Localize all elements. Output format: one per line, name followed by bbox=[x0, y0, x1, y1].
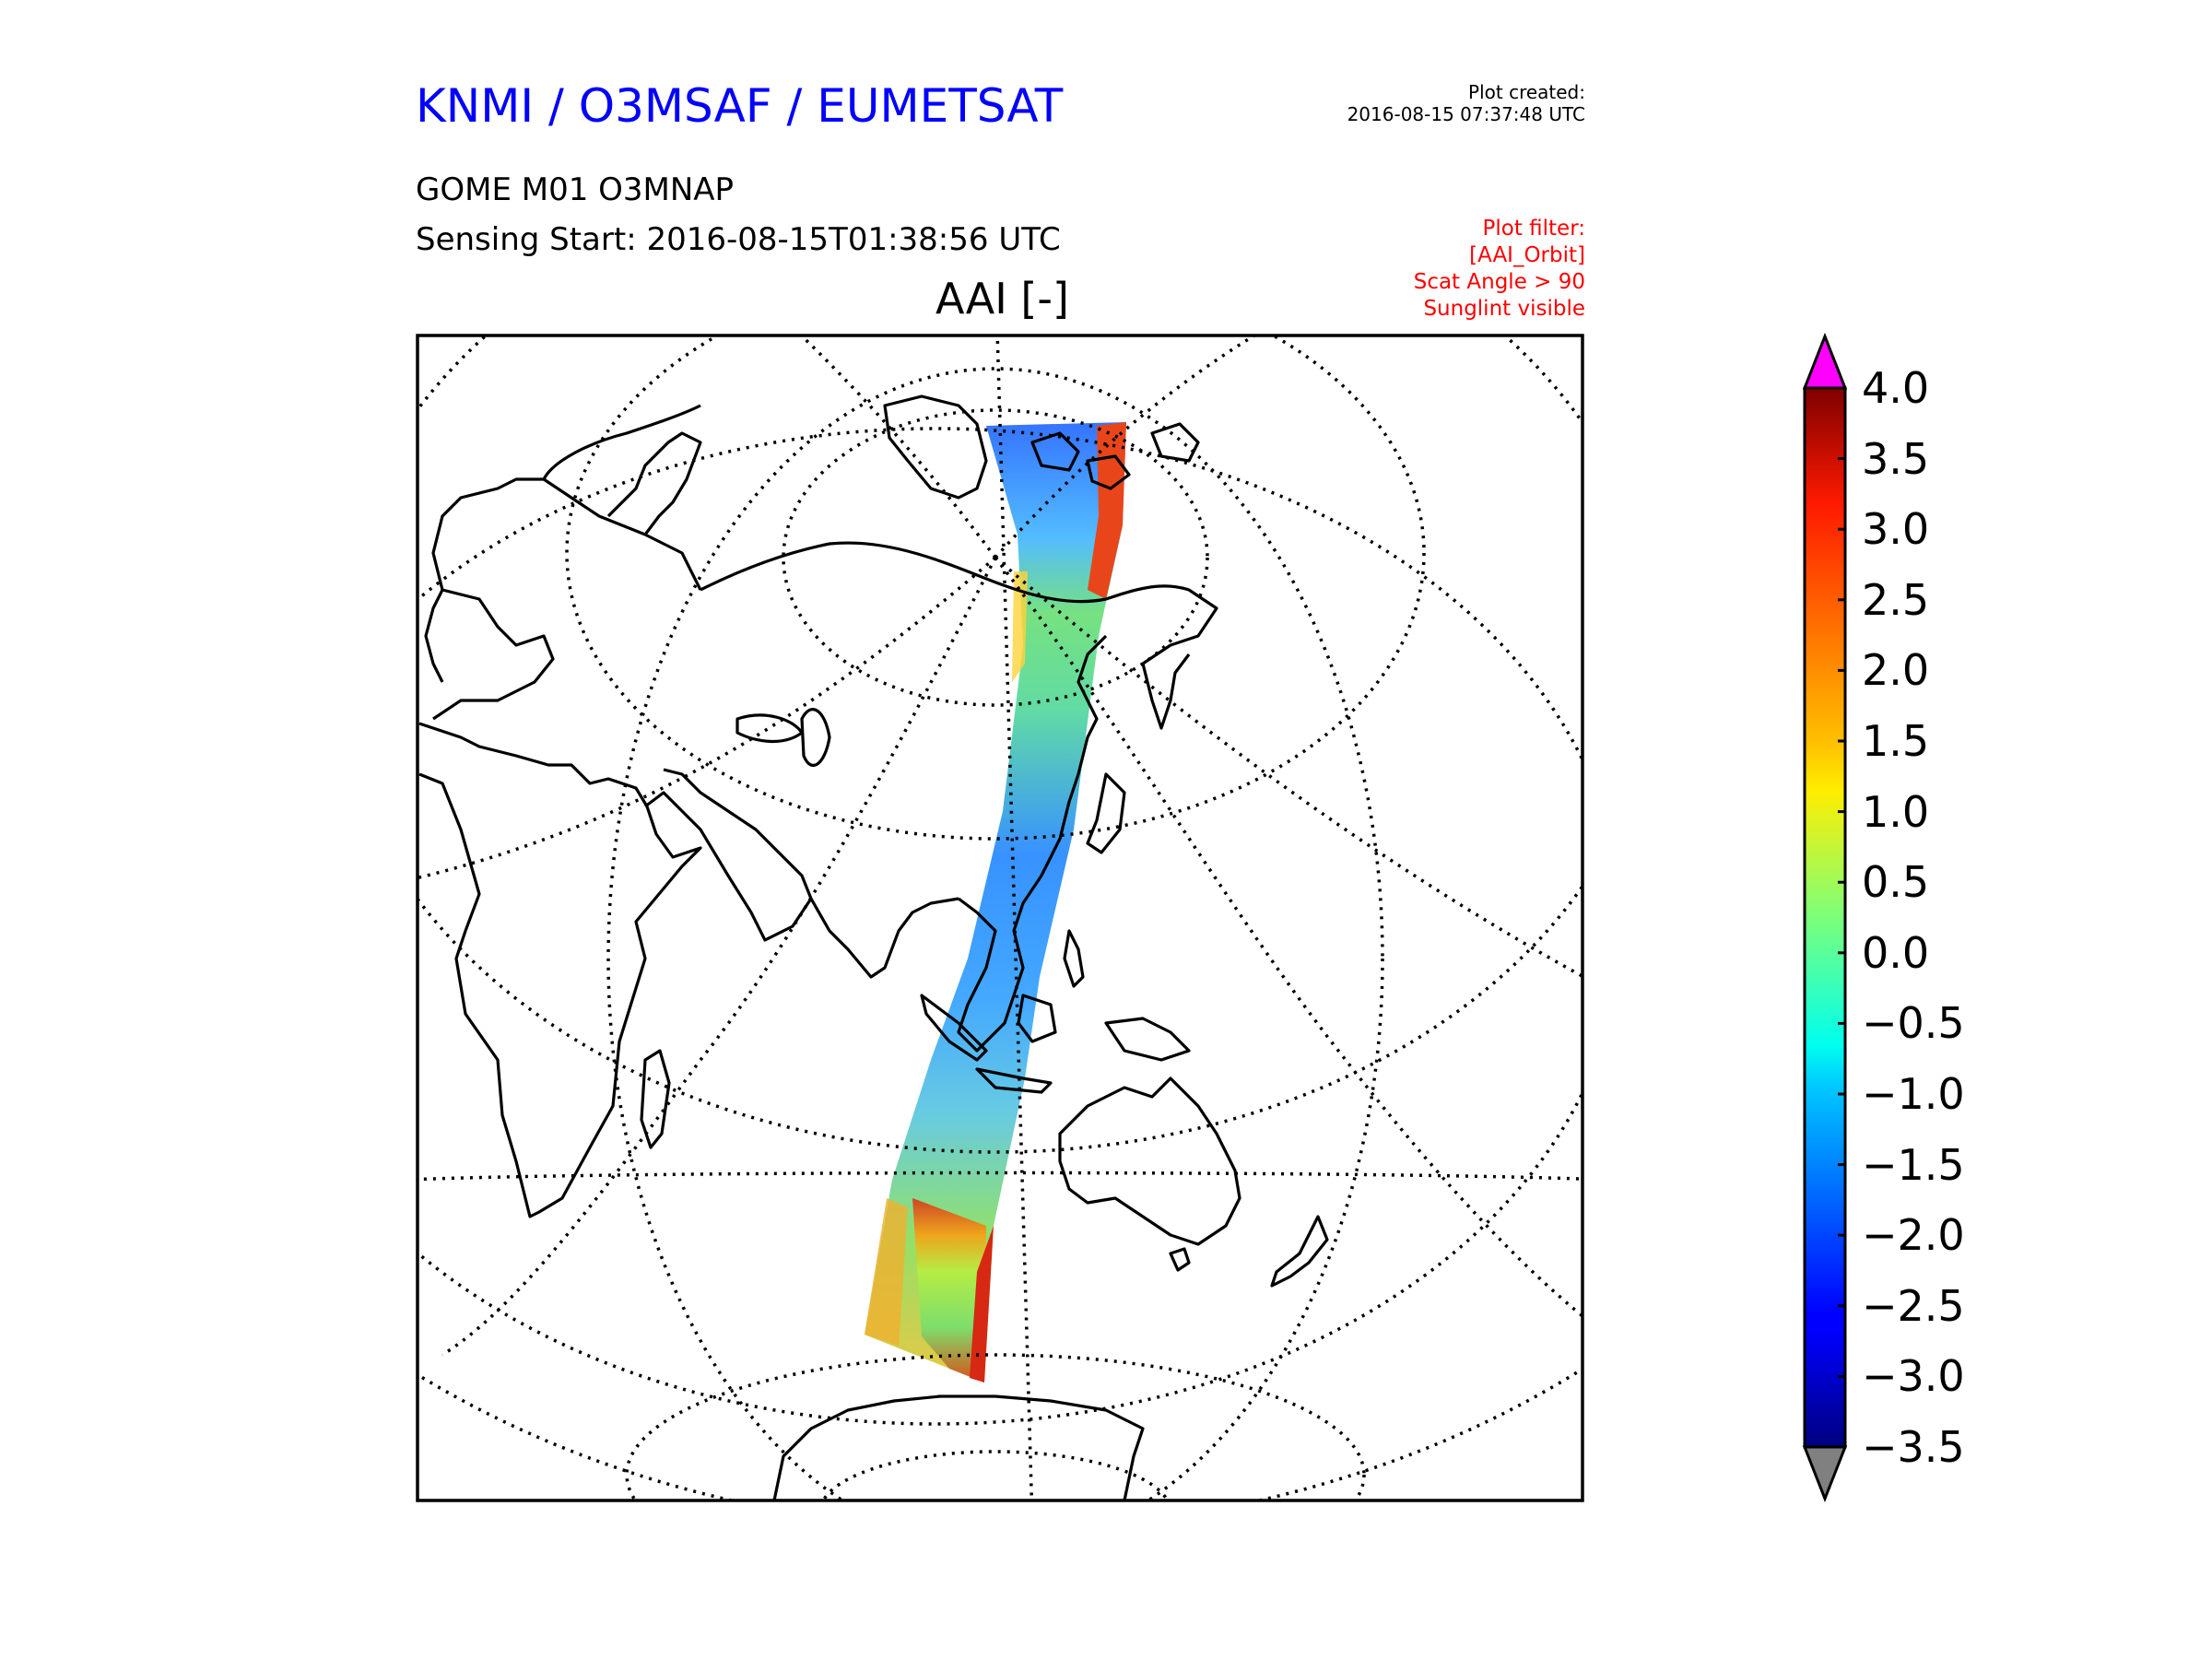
plot-created-time: 2016-08-15 07:37:48 UTC bbox=[1347, 103, 1585, 125]
map-area bbox=[418, 335, 1583, 1500]
organization-title: KNMI / O3MSAF / EUMETSAT bbox=[416, 79, 1064, 133]
colorbar-tick-label: 4.0 bbox=[1862, 363, 1930, 413]
colorbar-tick-label: −3.5 bbox=[1862, 1422, 1965, 1472]
plot-filter-line: Scat Angle > 90 bbox=[1413, 270, 1585, 294]
colorbar-tick-label: 0.0 bbox=[1862, 927, 1930, 978]
colorbar-tick-label: −0.5 bbox=[1862, 998, 1965, 1049]
plot-created-label: Plot created: bbox=[1468, 81, 1585, 103]
colorbar-tick-label: 3.5 bbox=[1862, 433, 1930, 484]
colorbar-tick-label: 1.0 bbox=[1862, 786, 1930, 837]
sensing-start: Sensing Start: 2016-08-15T01:38:56 UTC bbox=[416, 221, 1061, 258]
colorbar-tick-label: 2.0 bbox=[1862, 645, 1930, 696]
plot-filter-line: Plot filter: bbox=[1482, 217, 1585, 241]
colorbar-tick-label: −2.5 bbox=[1862, 1280, 1965, 1331]
colorbar-under-extension bbox=[1802, 1445, 1848, 1503]
colorbar-tick-label: −2.0 bbox=[1862, 1210, 1965, 1261]
satellite-swath bbox=[865, 422, 1126, 1382]
plot-filter-line: [AAI_Orbit] bbox=[1469, 243, 1585, 267]
colorbar-tick-label: 0.5 bbox=[1862, 857, 1930, 908]
variable-title: AAI [-] bbox=[935, 274, 1069, 324]
colorbar-over-extension bbox=[1802, 332, 1848, 390]
colorbar-tick-label: −3.0 bbox=[1862, 1351, 1965, 1402]
colorbar-tick-label: 3.0 bbox=[1862, 504, 1930, 555]
plot-filter-line: Sunglint visible bbox=[1423, 297, 1585, 321]
colorbar-tick-label: −1.5 bbox=[1862, 1139, 1965, 1190]
graticule bbox=[418, 335, 1583, 1500]
map-frame bbox=[416, 334, 1584, 1502]
colorbar-tick-label: 1.5 bbox=[1862, 716, 1930, 766]
colorbar-gradient bbox=[1803, 386, 1847, 1449]
colorbar-tick-label: 2.5 bbox=[1862, 574, 1930, 625]
product-name: GOME M01 O3MNAP bbox=[416, 171, 735, 208]
colorbar bbox=[1802, 332, 1848, 1503]
colorbar-tick-label: −1.0 bbox=[1862, 1069, 1965, 1119]
coastlines bbox=[418, 394, 1329, 1500]
